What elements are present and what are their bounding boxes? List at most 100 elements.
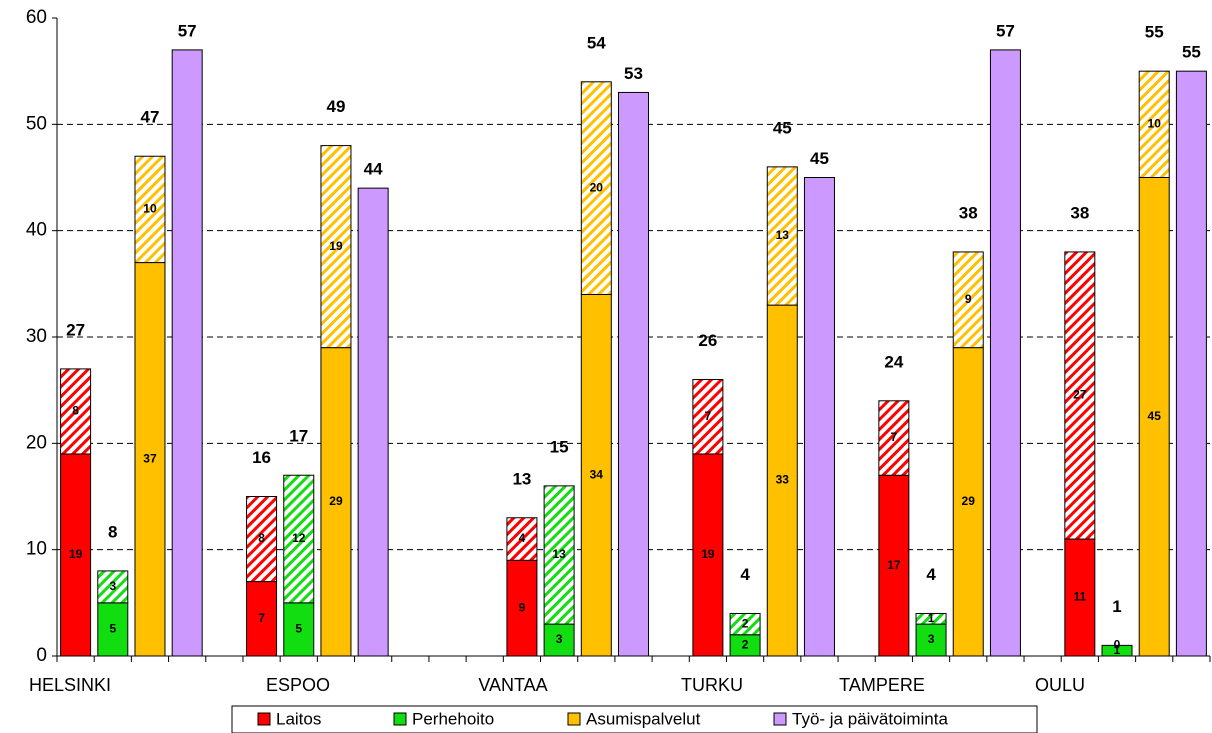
bar-segment xyxy=(878,474,910,657)
segment-label: 45 xyxy=(1148,409,1162,423)
bar-segment xyxy=(171,49,203,657)
bar-segment xyxy=(989,49,1021,657)
bar-segment-hatched xyxy=(1064,251,1096,540)
segment-label: 7 xyxy=(705,409,712,423)
total-label: 8 xyxy=(108,522,117,541)
segment-label: 19 xyxy=(701,547,715,561)
bar-segment-hatched xyxy=(915,612,947,625)
bar-segment-hatched xyxy=(729,612,761,636)
segment-label: 5 xyxy=(109,622,116,636)
bar-segment-hatched xyxy=(506,517,538,561)
bar-segment xyxy=(543,623,575,657)
segment-label: 12 xyxy=(292,531,306,545)
segment-label: 1 xyxy=(928,611,935,625)
x-tick-label: VANTAA xyxy=(478,675,547,695)
total-label: 26 xyxy=(698,331,717,350)
total-label: 38 xyxy=(959,203,978,222)
x-tick-label: ESPOO xyxy=(266,675,330,695)
segment-label: 3 xyxy=(928,632,935,646)
total-label: 55 xyxy=(1145,23,1164,42)
segment-label: 9 xyxy=(519,600,526,614)
y-tick-label: 60 xyxy=(26,7,47,28)
bar-segment xyxy=(283,602,315,657)
total-label: 4 xyxy=(740,565,750,584)
x-tick-label: HELSINKI xyxy=(29,675,111,695)
total-label: 17 xyxy=(289,427,308,446)
legend-swatch xyxy=(257,712,271,726)
y-tick-label: 20 xyxy=(26,432,47,453)
legend-label: Perhehoito xyxy=(412,709,494,728)
segment-label: 8 xyxy=(258,531,265,545)
bar-segment xyxy=(580,293,612,657)
total-label: 45 xyxy=(773,118,792,137)
bar-segment-hatched xyxy=(1138,70,1170,178)
bar-segment xyxy=(915,623,947,657)
segment-label: 20 xyxy=(590,180,604,194)
y-tick-label: 40 xyxy=(26,220,47,241)
segment-label: 2 xyxy=(742,638,749,652)
bar-segment-hatched xyxy=(952,251,984,349)
segment-label: 17 xyxy=(887,558,901,572)
x-tick-label: TURKU xyxy=(681,675,743,695)
total-label: 47 xyxy=(141,108,160,127)
legend-label: Laitos xyxy=(276,709,321,728)
bar-segment xyxy=(1064,538,1096,657)
bar-segment-hatched xyxy=(134,155,166,264)
bar-segment xyxy=(1175,70,1207,657)
total-label: 38 xyxy=(1070,203,1089,222)
y-tick-label: 0 xyxy=(36,645,47,666)
segment-label: 19 xyxy=(329,239,343,253)
segment-label: 7 xyxy=(258,611,265,625)
total-label: 54 xyxy=(587,33,606,52)
bar-segment xyxy=(134,262,166,657)
segment-label: 13 xyxy=(776,228,790,242)
bar-segment-hatched xyxy=(766,166,798,306)
segment-label: 0 xyxy=(1114,638,1121,652)
bar-segment-hatched xyxy=(878,400,910,476)
total-label: 49 xyxy=(326,97,345,116)
total-label: 16 xyxy=(252,448,271,467)
segment-label: 19 xyxy=(69,547,83,561)
total-label: 4 xyxy=(926,565,936,584)
bar-segment xyxy=(320,347,352,657)
legend-label: Asumispalvelut xyxy=(586,709,701,728)
segment-label: 3 xyxy=(556,632,563,646)
segment-label: 3 xyxy=(109,579,116,593)
legend-label: Työ- ja päivätoiminta xyxy=(792,709,948,728)
segment-label: 1 xyxy=(1114,643,1121,657)
total-label: 57 xyxy=(178,21,197,40)
segment-label: 10 xyxy=(143,202,157,216)
segment-label: 11 xyxy=(1073,590,1086,604)
segment-label: 9 xyxy=(965,292,972,306)
segment-label: 8 xyxy=(72,404,79,418)
bar-segment xyxy=(246,581,278,657)
total-label: 55 xyxy=(1182,43,1201,62)
x-tick-label: TAMPERE xyxy=(839,675,925,695)
bar-segment-hatched xyxy=(692,379,724,455)
bar-segment xyxy=(692,453,724,657)
bar-segment xyxy=(952,347,984,657)
legend-swatch xyxy=(773,712,787,726)
y-tick-label: 10 xyxy=(26,539,47,560)
bar-segment xyxy=(357,187,389,657)
segment-label: 27 xyxy=(1073,388,1087,402)
segment-label: 2 xyxy=(742,616,749,630)
bar-segment-hatched xyxy=(543,485,575,625)
segment-label: 37 xyxy=(143,451,157,465)
total-label: 44 xyxy=(364,160,383,179)
bar-segment xyxy=(618,91,649,657)
total-label: 45 xyxy=(810,149,829,168)
legend-swatch xyxy=(393,712,407,726)
total-label: 15 xyxy=(550,437,569,456)
segment-label: 7 xyxy=(891,430,898,444)
total-label: 57 xyxy=(996,21,1015,40)
segment-label: 29 xyxy=(962,494,976,508)
bar-segment-hatched xyxy=(320,145,352,349)
y-tick-label: 30 xyxy=(26,326,47,347)
total-label: 24 xyxy=(884,352,903,371)
segment-label: 13 xyxy=(552,547,566,561)
bar-segment xyxy=(506,559,538,657)
bar-segment xyxy=(803,177,835,657)
bar-segment-hatched xyxy=(60,368,92,455)
